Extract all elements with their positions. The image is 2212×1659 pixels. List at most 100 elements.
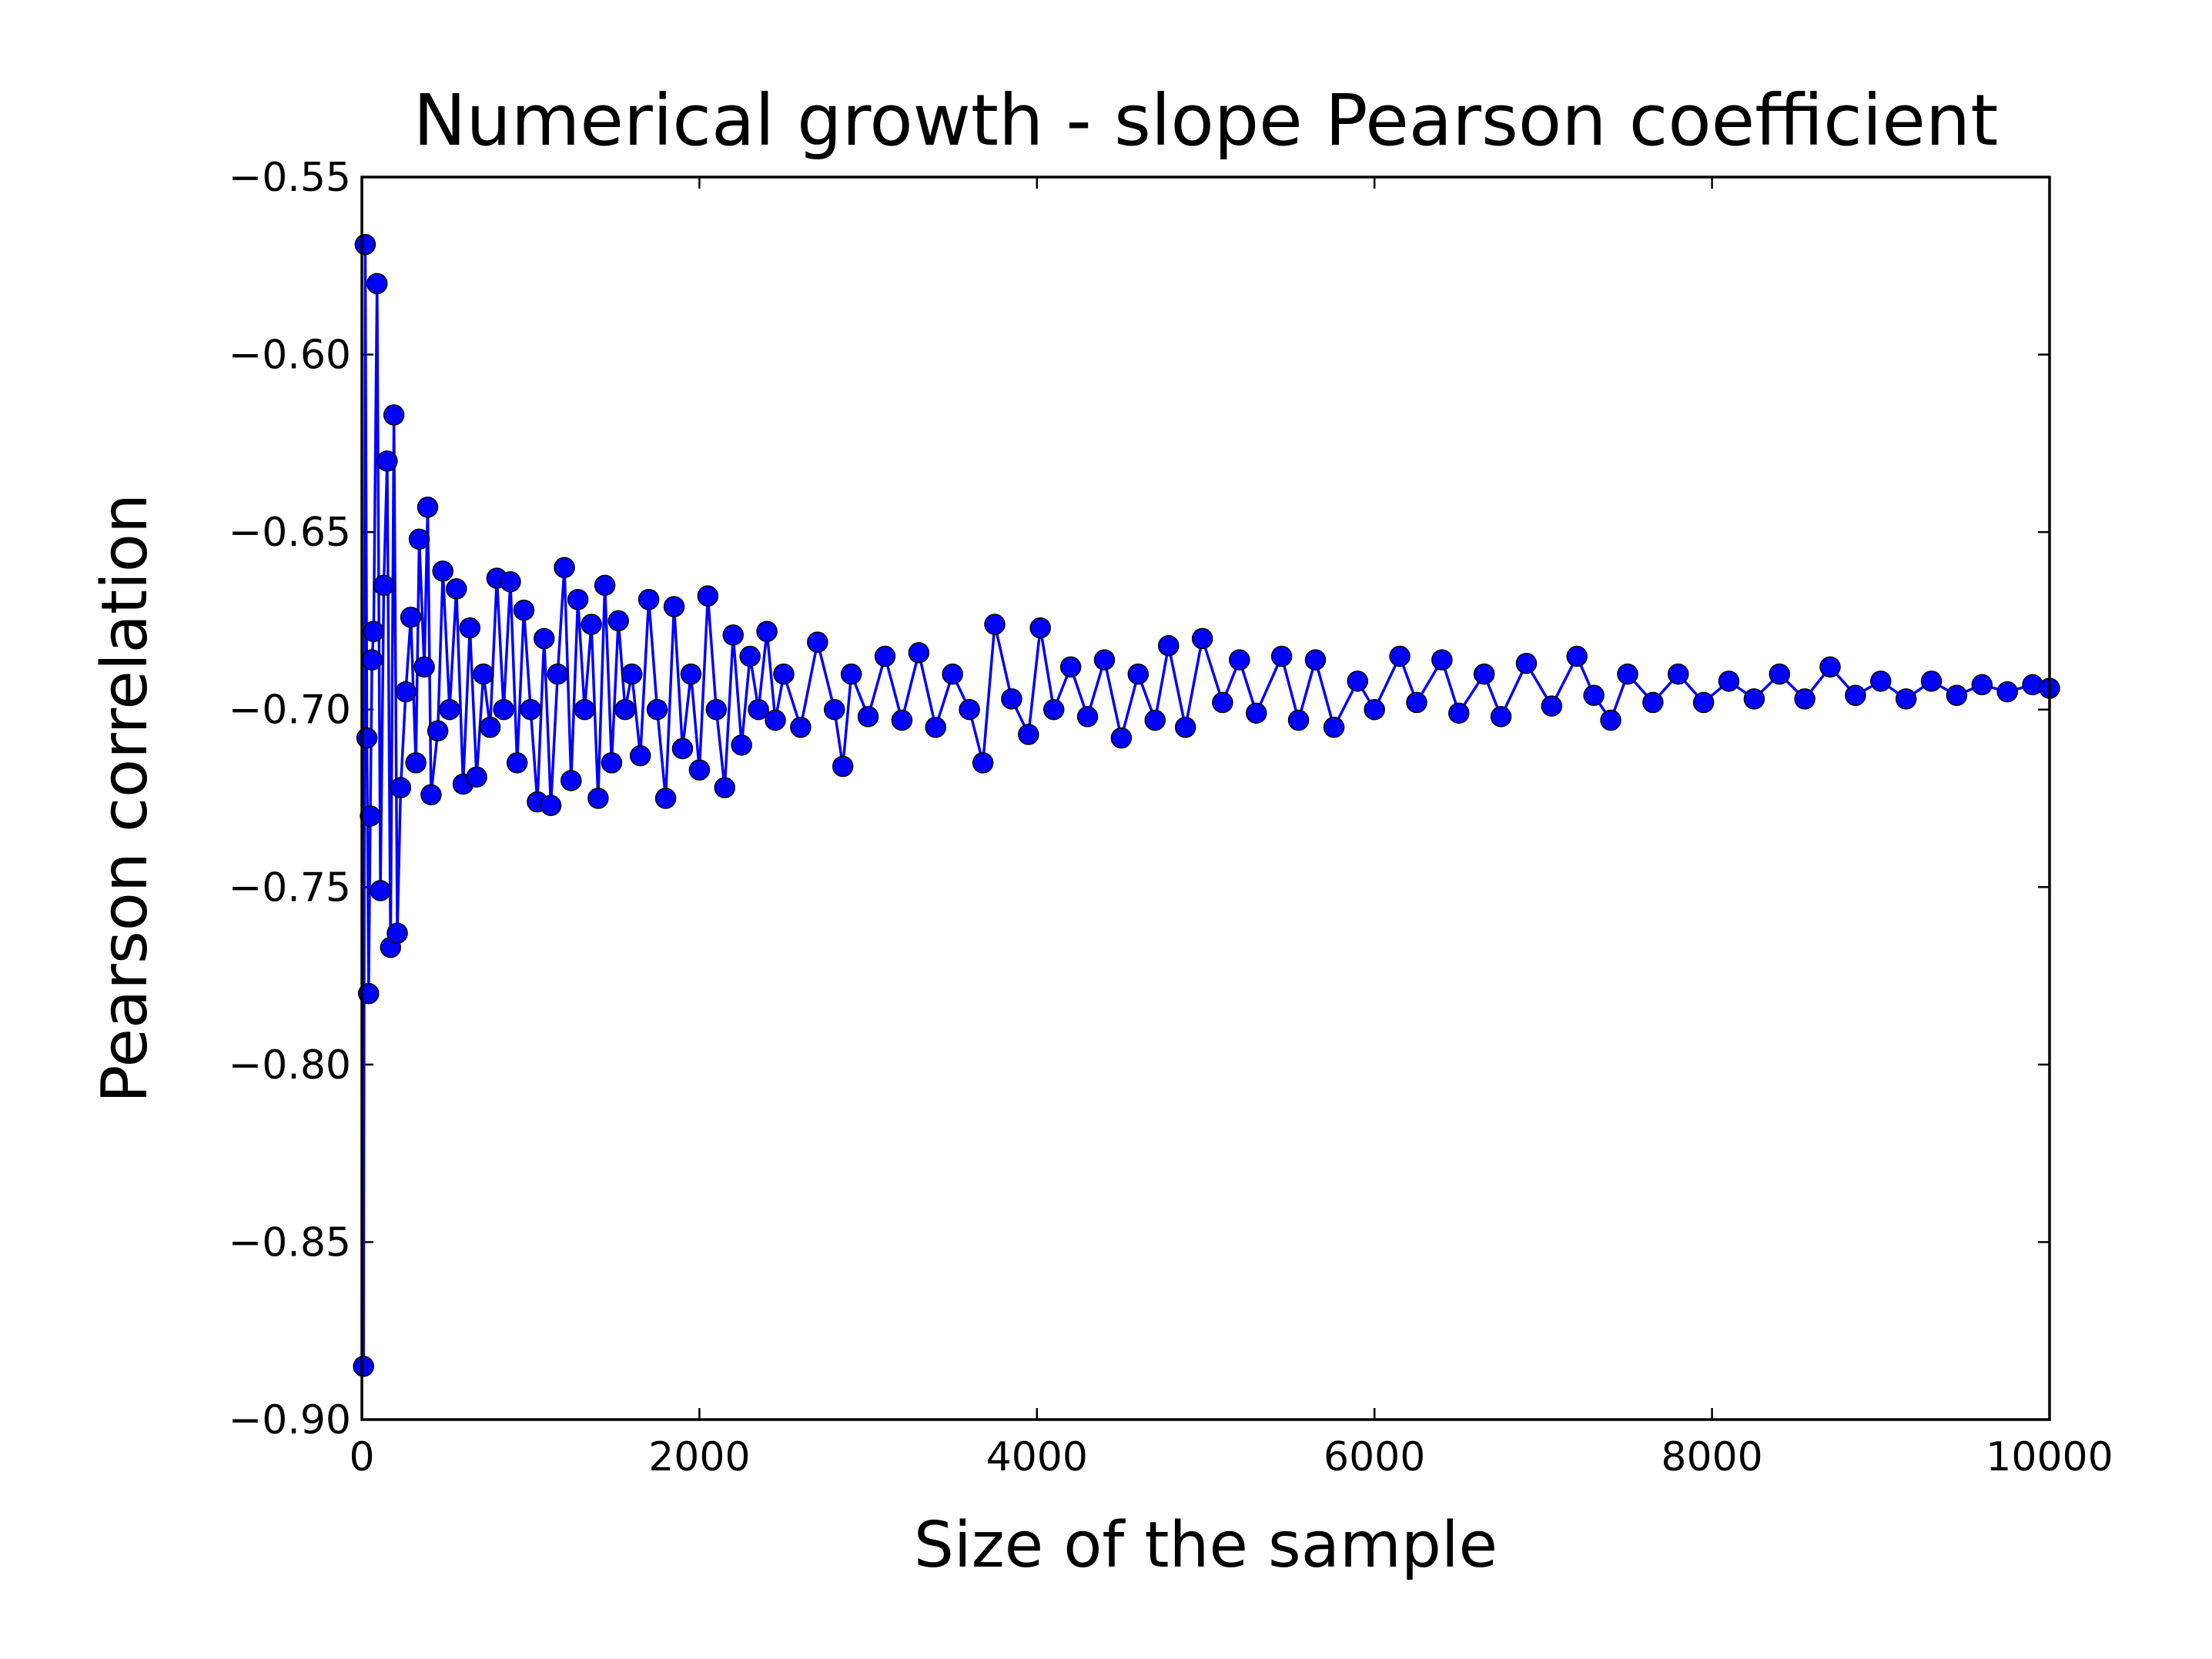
y-tick-label: −0.85	[229, 1219, 351, 1266]
x-axis-label: Size of the sample	[914, 1509, 1498, 1582]
data-point	[629, 744, 651, 767]
y-tick-label: −0.60	[229, 333, 351, 379]
data-point	[594, 574, 616, 597]
data-point	[376, 450, 398, 472]
data-point	[807, 631, 828, 653]
data-point	[417, 497, 439, 518]
y-tick-label: −0.75	[229, 865, 351, 911]
data-point	[513, 599, 535, 621]
data-point	[1431, 649, 1453, 671]
data-point	[427, 720, 449, 742]
data-point	[408, 528, 430, 550]
data-point	[1406, 691, 1427, 714]
data-point	[479, 717, 501, 738]
data-point	[1769, 663, 1791, 685]
data-point	[574, 698, 596, 721]
data-point	[601, 752, 623, 774]
data-point	[1515, 653, 1538, 674]
data-point	[361, 649, 383, 671]
data-point	[520, 698, 541, 721]
data-point	[439, 698, 460, 721]
data-point	[1158, 634, 1180, 657]
data-point	[972, 752, 994, 774]
y-tick-label: −0.55	[229, 155, 351, 201]
data-point	[466, 766, 487, 788]
data-point	[1347, 671, 1369, 692]
data-point	[756, 620, 778, 643]
data-point	[680, 663, 702, 685]
data-point	[587, 788, 609, 809]
data-point	[722, 624, 744, 646]
data-line	[362, 244, 2050, 1366]
data-point	[547, 663, 569, 685]
data-point	[500, 570, 521, 593]
data-point	[942, 663, 963, 685]
data-point	[1389, 645, 1411, 667]
data-point	[874, 645, 896, 667]
data-point	[1490, 706, 1512, 727]
x-tick-label: 8000	[1661, 1434, 1762, 1480]
data-point	[1323, 717, 1345, 738]
data-point	[1029, 617, 1051, 639]
y-tick-label: −0.90	[229, 1397, 351, 1443]
data-point	[646, 698, 668, 721]
data-point	[959, 698, 980, 721]
data-point	[1093, 649, 1116, 671]
data-point	[891, 709, 913, 731]
x-tick-label: 4000	[986, 1434, 1088, 1480]
data-point	[540, 794, 562, 816]
data-point	[1743, 688, 1765, 710]
data-point	[370, 880, 391, 901]
data-point	[1946, 684, 1968, 707]
data-point	[567, 589, 589, 610]
data-point	[857, 706, 879, 727]
data-point	[506, 752, 528, 774]
data-point	[1668, 663, 1689, 685]
data-point	[621, 663, 643, 685]
x-tick-label: 6000	[1324, 1434, 1425, 1480]
data-point	[731, 734, 752, 756]
data-point	[1212, 691, 1233, 714]
chart-title: Numerical growth - slope Pearson coeffic…	[413, 79, 1999, 162]
data-point	[413, 656, 435, 678]
data-point	[824, 698, 845, 721]
data-point	[663, 596, 685, 617]
data-point	[1996, 681, 2018, 703]
data-point	[790, 717, 812, 738]
data-point	[354, 233, 376, 256]
y-tick-label: −0.70	[229, 687, 351, 734]
data-point	[446, 578, 467, 600]
data-point	[353, 1356, 374, 1377]
x-tick-label: 10000	[1986, 1434, 2113, 1480]
data-point	[1642, 691, 1664, 714]
data-point	[459, 617, 481, 639]
data-point	[773, 663, 795, 685]
data-point	[1364, 698, 1385, 721]
data-point	[1971, 674, 1993, 696]
data-point	[908, 642, 930, 664]
data-point	[1127, 663, 1150, 685]
data-point	[832, 755, 854, 778]
data-point	[1144, 709, 1166, 731]
data-point	[360, 805, 381, 827]
data-point	[748, 698, 769, 721]
data-point	[373, 574, 395, 597]
data-point	[1617, 663, 1638, 685]
data-point	[765, 709, 786, 731]
data-point	[358, 982, 380, 1005]
data-point	[1692, 691, 1715, 714]
data-point	[1845, 684, 1866, 707]
data-point	[1191, 627, 1213, 650]
data-point	[366, 273, 388, 295]
y-tick-label: −0.80	[229, 1042, 351, 1089]
data-point	[1229, 649, 1250, 671]
data-point	[400, 607, 422, 628]
plot-frame	[360, 176, 2051, 1421]
data-point	[1174, 717, 1196, 738]
y-axis-label: Pearson correlation	[89, 493, 162, 1103]
data-point	[1600, 709, 1621, 731]
data-point	[581, 614, 602, 635]
data-point	[637, 589, 660, 610]
data-point	[1794, 688, 1815, 710]
